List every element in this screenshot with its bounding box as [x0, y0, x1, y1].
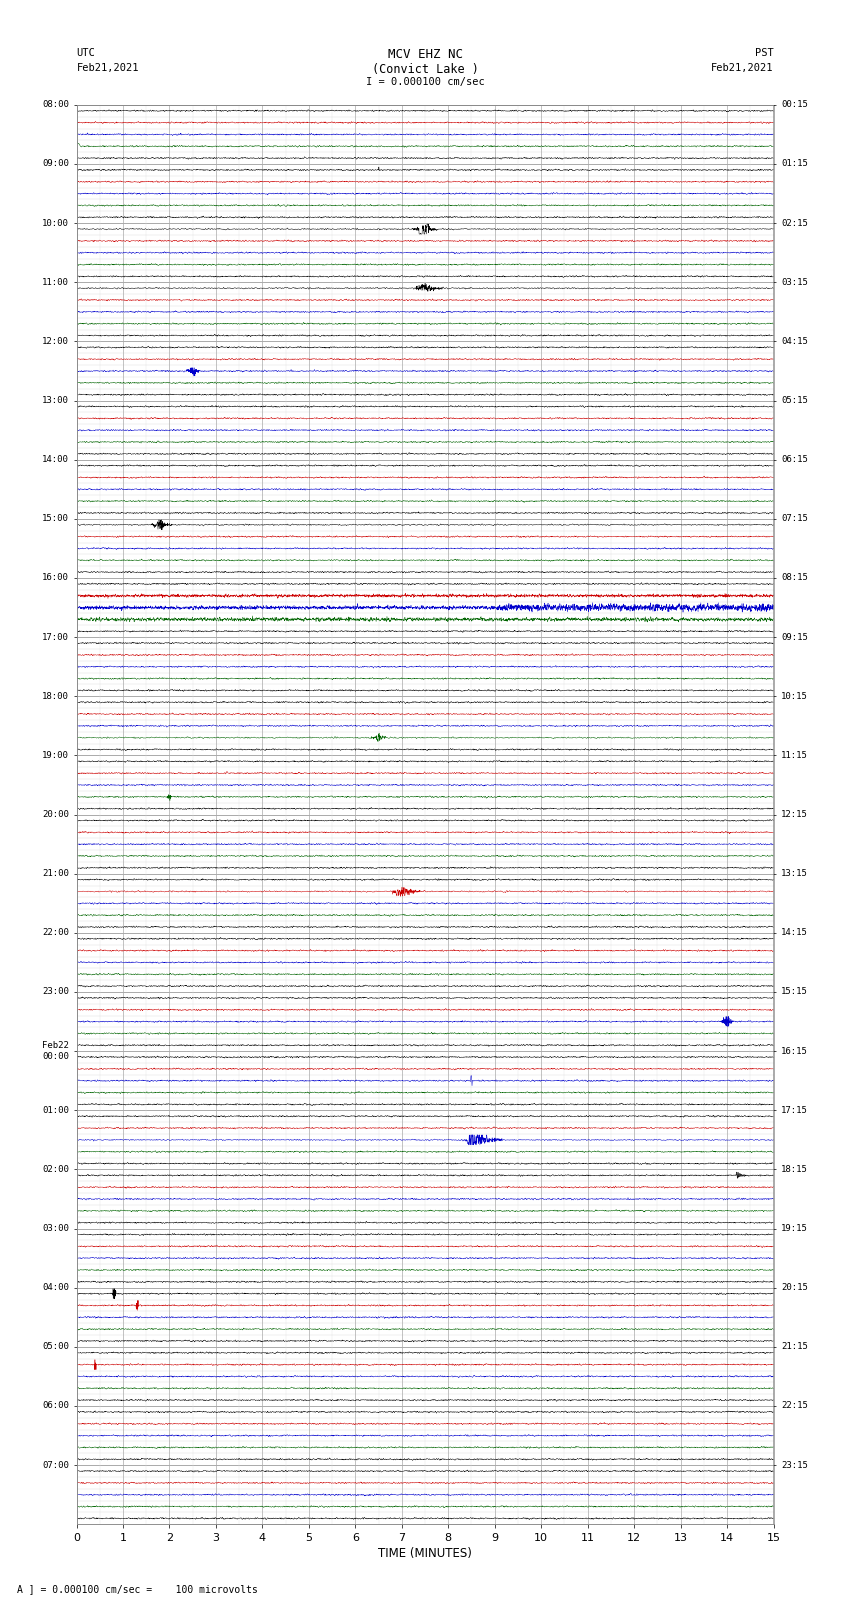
Text: UTC: UTC — [76, 48, 95, 58]
X-axis label: TIME (MINUTES): TIME (MINUTES) — [378, 1547, 472, 1560]
Text: Feb21,2021: Feb21,2021 — [711, 63, 774, 73]
Text: MCV EHZ NC: MCV EHZ NC — [388, 48, 462, 61]
Text: (Convict Lake ): (Convict Lake ) — [371, 63, 479, 76]
Text: Feb21,2021: Feb21,2021 — [76, 63, 139, 73]
Text: PST: PST — [755, 48, 774, 58]
Text: A ] = 0.000100 cm/sec =    100 microvolts: A ] = 0.000100 cm/sec = 100 microvolts — [17, 1584, 258, 1594]
Text: I = 0.000100 cm/sec: I = 0.000100 cm/sec — [366, 77, 484, 87]
